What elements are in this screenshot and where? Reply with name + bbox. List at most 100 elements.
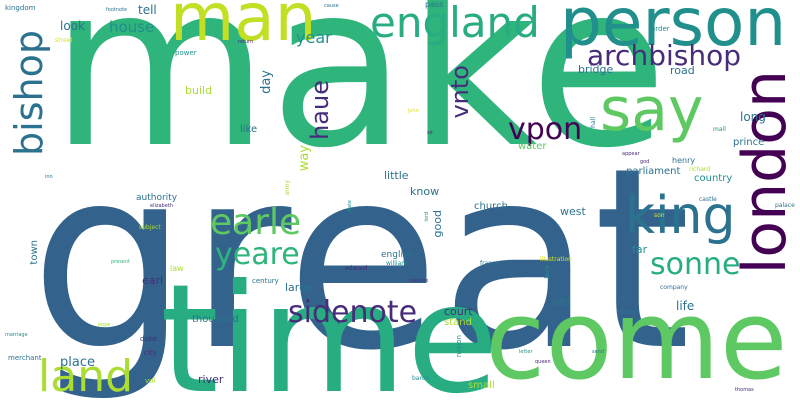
word-road: road (670, 64, 695, 77)
word-illustration: illustration (540, 256, 572, 263)
word-subject: subject (139, 224, 161, 231)
word-bridge: bridge (578, 63, 614, 76)
word-haue: haue (306, 80, 334, 140)
word-marriage: marriage (5, 332, 28, 338)
word-century: century (252, 277, 279, 285)
word-stand: stand (444, 317, 472, 328)
word-france: france (480, 260, 500, 267)
word-build: build (185, 84, 213, 97)
word-place: place (60, 355, 95, 370)
word-edward: edward (345, 265, 368, 272)
word-town: town (29, 240, 40, 265)
word-good: good (431, 210, 444, 238)
word-person: person (560, 0, 787, 61)
word-pass: pass (425, 0, 444, 9)
word-inn: inn (45, 174, 53, 180)
word-river: river (198, 373, 224, 386)
word-return: return (238, 39, 254, 45)
word-lord: lord (424, 212, 430, 222)
word-land: land (38, 351, 134, 400)
word-old: old (552, 295, 571, 309)
word-england: england (370, 0, 540, 47)
word-earle: earle (210, 202, 302, 243)
word-present: present (111, 259, 131, 265)
word-tell: tell (138, 3, 157, 17)
word-time: time (160, 253, 499, 400)
word-street: street (55, 37, 73, 44)
word-bishop: bishop (7, 30, 51, 156)
word-country: country (694, 173, 733, 184)
word-tower: tower (617, 308, 637, 316)
word-authority: authority (136, 193, 178, 203)
word-elizabeth: elizabeth (150, 203, 173, 209)
word-queen: queen (535, 359, 551, 365)
word-sonne: sonne (650, 247, 741, 282)
word-castle: castle (699, 196, 717, 203)
word-company: company (660, 284, 688, 291)
word-far: far (632, 243, 648, 256)
word-english: english (381, 250, 414, 260)
word-little: little (384, 169, 409, 182)
word-look: look (60, 19, 85, 33)
word-baron: baron (412, 375, 430, 382)
word-west: west (560, 205, 586, 218)
word-john: john (408, 108, 419, 114)
word-state: state (347, 200, 353, 213)
word-thomas: thomas (735, 387, 754, 393)
word-army: army (284, 180, 291, 196)
word-large: large (285, 281, 313, 294)
word-make: make (50, 0, 668, 198)
word-kingdom: kingdom (5, 4, 36, 12)
word-god: god (640, 159, 650, 165)
word-london: london (730, 70, 800, 275)
word-archbishop: archbishop (587, 39, 741, 72)
word-man: man (170, 0, 317, 56)
word-court: court (444, 305, 473, 318)
word-city: city (144, 349, 157, 357)
word-send: send (592, 349, 605, 355)
word-vol: vol (145, 377, 156, 385)
word-house: house (109, 18, 155, 36)
word-king: king (625, 186, 736, 246)
word-year: year (296, 28, 332, 47)
word-hall: hall (590, 117, 597, 128)
word-great: great (30, 114, 692, 400)
word-footnote: footnote (106, 7, 128, 13)
word-pope: pope (98, 322, 111, 328)
word-duke: duke (140, 335, 157, 343)
word-henry: henry (672, 156, 696, 165)
word-earl: earl (142, 274, 164, 287)
word-order: order (651, 25, 670, 33)
word-know: know (410, 185, 440, 198)
word-cause: cause (324, 3, 339, 9)
word-small: small (468, 380, 495, 391)
word-life: life (676, 299, 695, 313)
word-long: long (740, 110, 766, 124)
word-richard: richard (689, 166, 711, 173)
word-sidenote: sidenote (288, 295, 418, 330)
word-like: like (240, 124, 258, 135)
word-church: church (474, 201, 508, 212)
word-yeare: yeare (215, 237, 300, 272)
word-bury: bury (544, 265, 551, 279)
word-law: law (170, 264, 184, 273)
word-sir: sir (427, 130, 434, 136)
word-day: day (259, 70, 274, 94)
word-appear: appear (622, 151, 640, 157)
word-way: way (297, 145, 312, 172)
word-son: son (654, 212, 665, 219)
word-mall: mall (713, 126, 726, 133)
word-palace: palace (775, 202, 795, 209)
word-william: william (386, 260, 408, 267)
word-come: come (485, 276, 788, 400)
word-water: water (518, 141, 547, 152)
word-nation: nation (455, 335, 463, 358)
word-letter: letter (519, 349, 533, 355)
word-parliament: parliament (626, 166, 681, 177)
word-merchant: merchant (8, 354, 42, 362)
word-thousand: thousand (192, 314, 239, 325)
word-power: power (175, 49, 197, 57)
word-vnto: vnto (446, 65, 474, 119)
word-say: say (600, 75, 704, 145)
